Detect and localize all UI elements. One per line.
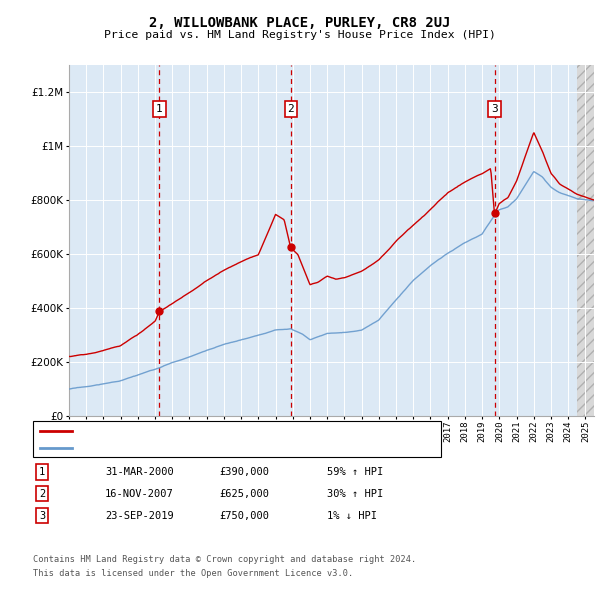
- Text: 59% ↑ HPI: 59% ↑ HPI: [327, 467, 383, 477]
- Text: 2, WILLOWBANK PLACE, PURLEY, CR8 2UJ: 2, WILLOWBANK PLACE, PURLEY, CR8 2UJ: [149, 16, 451, 30]
- Text: 16-NOV-2007: 16-NOV-2007: [105, 489, 174, 499]
- Text: £625,000: £625,000: [219, 489, 269, 499]
- Text: 2: 2: [287, 104, 294, 114]
- Text: 3: 3: [39, 511, 45, 520]
- Text: 23-SEP-2019: 23-SEP-2019: [105, 511, 174, 520]
- Text: £750,000: £750,000: [219, 511, 269, 520]
- Text: 1: 1: [156, 104, 163, 114]
- Text: 31-MAR-2000: 31-MAR-2000: [105, 467, 174, 477]
- Text: 1% ↓ HPI: 1% ↓ HPI: [327, 511, 377, 520]
- Text: 2, WILLOWBANK PLACE, PURLEY, CR8 2UJ (detached house): 2, WILLOWBANK PLACE, PURLEY, CR8 2UJ (de…: [78, 426, 389, 436]
- Text: 2: 2: [39, 489, 45, 499]
- Text: 1: 1: [39, 467, 45, 477]
- Text: HPI: Average price, detached house, Croydon: HPI: Average price, detached house, Croy…: [78, 443, 331, 453]
- Text: 30% ↑ HPI: 30% ↑ HPI: [327, 489, 383, 499]
- Text: This data is licensed under the Open Government Licence v3.0.: This data is licensed under the Open Gov…: [33, 569, 353, 578]
- Bar: [577, 65, 594, 416]
- Text: 3: 3: [491, 104, 498, 114]
- Text: £390,000: £390,000: [219, 467, 269, 477]
- Text: Price paid vs. HM Land Registry's House Price Index (HPI): Price paid vs. HM Land Registry's House …: [104, 30, 496, 40]
- Text: Contains HM Land Registry data © Crown copyright and database right 2024.: Contains HM Land Registry data © Crown c…: [33, 555, 416, 564]
